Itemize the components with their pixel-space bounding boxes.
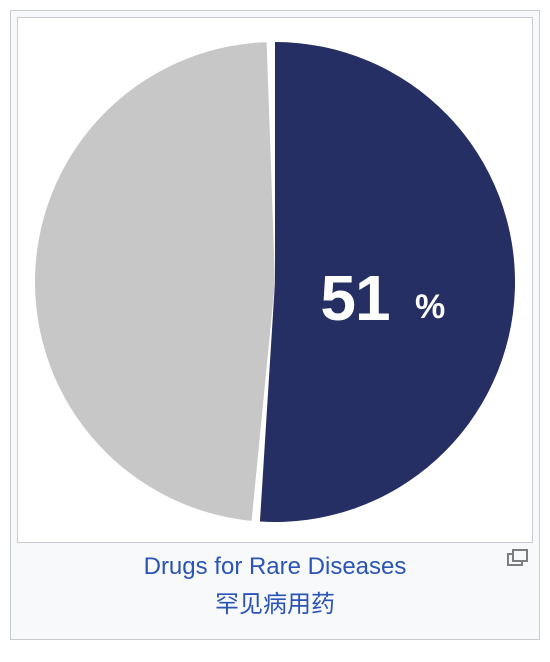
pie-percent-number: 51	[320, 262, 389, 334]
chart-container: 51 %	[17, 17, 533, 543]
caption: Drugs for Rare Diseases 罕见病用药	[17, 543, 533, 633]
pie-percent-symbol: %	[415, 288, 445, 326]
enlarge-icon[interactable]	[507, 549, 529, 567]
pie-chart: 51 %	[25, 22, 525, 532]
caption-link-en[interactable]: Drugs for Rare Diseases	[144, 553, 407, 580]
caption-text-zh: 罕见病用药	[47, 587, 503, 623]
pie-remainder-slice	[35, 42, 275, 522]
thumbnail-frame: 51 % Drugs for Rare Diseases 罕见病用药	[10, 10, 540, 640]
